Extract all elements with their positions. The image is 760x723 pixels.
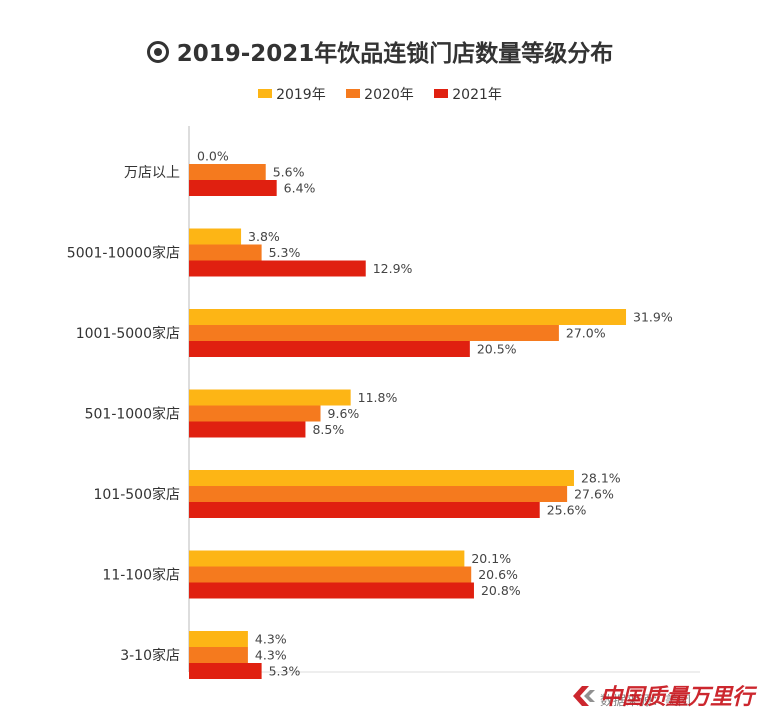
bar-2020 xyxy=(189,325,559,341)
category-label: 1001-5000家店 xyxy=(76,325,180,342)
data-label: 27.6% xyxy=(574,487,614,502)
category-label: 万店以上 xyxy=(124,165,180,181)
category-label: 11-100家店 xyxy=(102,567,180,584)
chart-title: 2019-2021年饮品连锁门店数量等级分布 xyxy=(176,41,614,67)
bar-2019 xyxy=(189,228,242,245)
data-label: 0.0% xyxy=(197,149,229,164)
bar-2019 xyxy=(189,389,351,406)
bar-2019 xyxy=(189,470,574,486)
data-label: 20.6% xyxy=(478,567,518,582)
legend-label-2019: 2019年 xyxy=(276,87,326,103)
target-icon xyxy=(146,41,169,63)
legend-item-2019: 2019年 xyxy=(258,84,326,104)
bar-2020 xyxy=(189,164,266,180)
watermark-logo-icon xyxy=(573,686,595,706)
bar-2021 xyxy=(189,341,470,357)
data-label: 9.6% xyxy=(328,406,360,421)
data-label: 28.1% xyxy=(581,471,621,486)
data-label: 27.0% xyxy=(566,326,606,341)
data-label: 20.5% xyxy=(477,342,517,357)
data-source: 数据来源：美团 xyxy=(600,694,692,709)
bar-2021 xyxy=(189,663,262,679)
category-label: 501-1000家店 xyxy=(85,406,180,423)
legend-label-2021: 2021年 xyxy=(452,87,502,103)
bar-2020 xyxy=(189,486,568,502)
legend-label-2020: 2020年 xyxy=(364,87,414,103)
data-label: 20.1% xyxy=(471,551,511,566)
legend-swatch-2020 xyxy=(346,89,361,98)
category-label: 5001-10000家店 xyxy=(67,245,180,262)
legend-item-2020: 2020年 xyxy=(346,84,414,104)
bar-2019 xyxy=(189,550,465,567)
legend-swatch-2019 xyxy=(258,89,273,98)
bar-2021 xyxy=(189,180,277,196)
bar-2020 xyxy=(189,405,321,422)
data-label: 4.3% xyxy=(255,632,287,647)
data-label: 6.4% xyxy=(284,181,316,196)
bar-2019 xyxy=(189,631,248,647)
data-label: 5.3% xyxy=(269,664,301,679)
legend: 2019年 2020年 2021年 xyxy=(0,84,760,104)
data-label: 5.6% xyxy=(273,165,305,180)
data-label: 31.9% xyxy=(633,310,673,325)
bar-2020 xyxy=(189,244,262,261)
bar-2019 xyxy=(189,309,627,325)
bar-2021 xyxy=(189,502,540,518)
data-label: 25.6% xyxy=(547,503,587,518)
chart-title-row: 2019-2021年饮品连锁门店数量等级分布 xyxy=(0,34,760,68)
legend-item-2021: 2021年 xyxy=(434,84,502,104)
data-label: 11.8% xyxy=(358,390,398,405)
bar-2021 xyxy=(189,582,474,599)
data-label: 3.8% xyxy=(248,229,280,244)
category-label: 101-500家店 xyxy=(94,486,181,503)
data-label: 4.3% xyxy=(255,648,287,663)
watermark: 中国质量万里行 xyxy=(572,679,754,711)
data-label: 12.9% xyxy=(373,261,413,276)
bar-2021 xyxy=(189,260,366,277)
data-label: 5.3% xyxy=(269,245,301,260)
data-label: 8.5% xyxy=(312,422,344,437)
category-label: 3-10家店 xyxy=(120,647,180,664)
data-label: 20.8% xyxy=(481,583,521,598)
bar-2020 xyxy=(189,647,248,663)
legend-swatch-2021 xyxy=(434,89,449,98)
watermark-text: 中国质量万里行 xyxy=(600,684,755,710)
bar-2020 xyxy=(189,566,472,583)
bar-2021 xyxy=(189,421,306,438)
